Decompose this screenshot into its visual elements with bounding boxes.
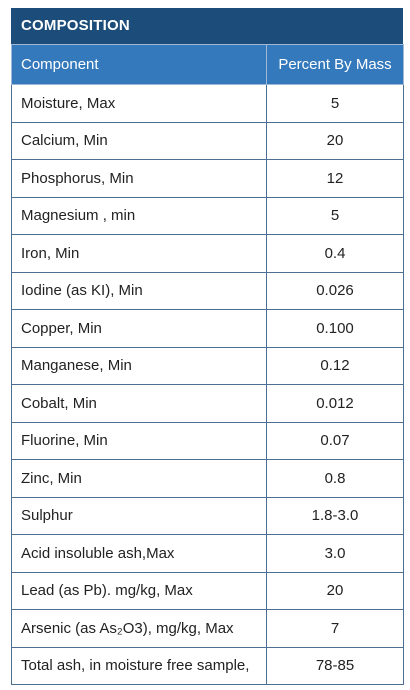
table-row: Total ash, in moisture free sample, 78-85 [11, 646, 404, 685]
value-cell: 0.8 [266, 459, 404, 498]
component-cell: Fluorine, Min [11, 421, 267, 460]
value-cell: 20 [266, 571, 404, 610]
table-row: Acid insoluble ash,Max 3.0 [11, 534, 404, 573]
composition-table: COMPOSITION Component Percent By Mass Moi… [11, 8, 404, 685]
value-cell: 0.07 [266, 421, 404, 460]
table-row: Sulphur 1.8-3.0 [11, 496, 404, 535]
value-cell: 5 [266, 84, 404, 123]
value-cell: 0.026 [266, 271, 404, 310]
component-cell: Total ash, in moisture free sample, [11, 646, 267, 685]
component-cell: Iron, Min [11, 234, 267, 273]
table-row: Arsenic (as As₂O3), mg/kg, Max 7 [11, 609, 404, 648]
component-cell: Acid insoluble ash,Max [11, 534, 267, 573]
table-row: Fluorine, Min 0.07 [11, 421, 404, 460]
value-cell: 7 [266, 609, 404, 648]
table-row: Zinc, Min 0.8 [11, 459, 404, 498]
table: Component Percent By Mass Moisture, Max 5 C… [11, 44, 404, 685]
component-cell: Phosphorus, Min [11, 159, 267, 198]
header-cell: Percent By Mass [266, 44, 404, 85]
component-cell: Cobalt, Min [11, 384, 267, 423]
component-cell: Copper, Min [11, 309, 267, 348]
value-cell: 3.0 [266, 534, 404, 573]
component-cell: Calcium, Min [11, 121, 267, 160]
table-row: Lead (as Pb). mg/kg, Max 20 [11, 571, 404, 610]
table-row: Cobalt, Min 0.012 [11, 384, 404, 423]
table-row: Iron, Min 0.4 [11, 234, 404, 273]
table-row: Iodine (as KI), Min 0.026 [11, 271, 404, 310]
component-cell: Manganese, Min [11, 346, 267, 385]
table-row: Calcium, Min 20 [11, 121, 404, 160]
component-cell: Magnesium , min [11, 196, 267, 235]
table-row: Phosphorus, Min 12 [11, 159, 404, 198]
value-cell: 0.12 [266, 346, 404, 385]
value-cell: 12 [266, 159, 404, 198]
table-row: Moisture, Max 5 [11, 84, 404, 123]
value-cell: 78-85 [266, 646, 404, 685]
component-cell: Moisture, Max [11, 84, 267, 123]
component-cell: Iodine (as KI), Min [11, 271, 267, 310]
value-cell: 0.100 [266, 309, 404, 348]
component-cell: Sulphur [11, 496, 267, 535]
value-cell: 0.4 [266, 234, 404, 273]
value-cell: 5 [266, 196, 404, 235]
table-body: Moisture, Max 5 Calcium, Min 20 Phosphorus, … [11, 84, 404, 685]
component-cell: Zinc, Min [11, 459, 267, 498]
value-cell: 1.8-3.0 [266, 496, 404, 535]
table-row: Copper, Min 0.100 [11, 309, 404, 348]
header-cell: Component [11, 44, 267, 85]
table-row: Manganese, Min 0.12 [11, 346, 404, 385]
component-cell: Arsenic (as As₂O3), mg/kg, Max [11, 609, 267, 648]
value-cell: 20 [266, 121, 404, 160]
table-row: Magnesium , min 5 [11, 196, 404, 235]
table-title: COMPOSITION [11, 8, 403, 44]
header-row: Component Percent By Mass [11, 44, 404, 85]
value-cell: 0.012 [266, 384, 404, 423]
component-cell: Lead (as Pb). mg/kg, Max [11, 571, 267, 610]
